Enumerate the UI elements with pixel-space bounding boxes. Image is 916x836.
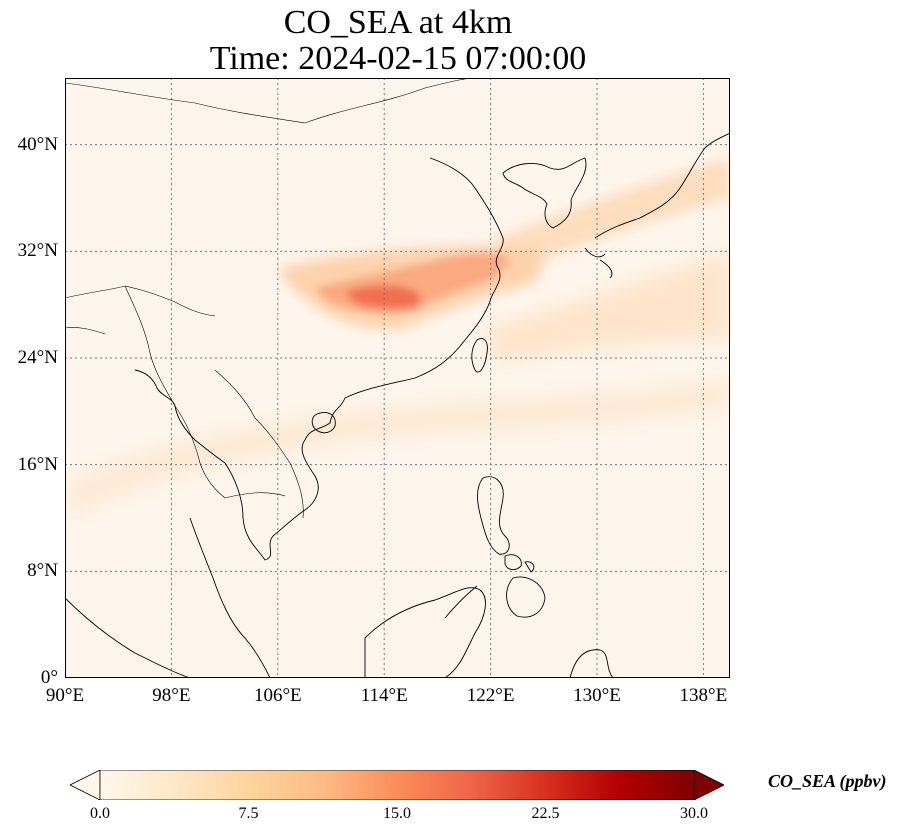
coastline-mindanao [506,576,546,618]
border-mongolia [65,78,476,124]
map-border [65,78,730,678]
border-nepal-bhutan [65,327,106,335]
longitude-tick-label: 122°E [466,685,515,706]
latitude-tick-label: 40°N [17,133,58,155]
latitude-tick-label: 32°N [17,240,58,262]
latitude-tick-label: 24°N [17,347,58,368]
coastline-luzon [477,476,510,555]
colorbar [70,770,724,800]
longitude-tick-label: 130°E [573,685,621,706]
coastline-sumatra [65,597,191,678]
gridlines [65,78,730,678]
coastline-hainan [311,412,336,434]
colorbar-tick-label: 0.0 [90,805,110,822]
map-panel [65,78,730,678]
border-myanmar [124,285,176,407]
figure-subtitle-time: Time: 2024-02-15 07:00:00 [209,40,587,77]
plume-band-pacific [485,253,730,363]
coastline-palawan [444,585,478,619]
map-background [65,78,730,678]
longitude-tick-label: 106°E [253,685,302,706]
latitude-tick-label: 16°N [17,453,58,475]
longitude-tick-label: 138°E [679,685,728,706]
colorbar-tick-label: 7.5 [238,805,259,822]
plume-core [345,285,421,309]
latitude-tick-label: 0° [40,667,58,688]
coastline-malay-peninsula [189,517,271,678]
longitude-tick-label: 98°E [152,685,191,706]
colorbar-tick-label: 22.5 [531,805,560,822]
coastline-sulawesi [569,649,614,678]
coastline-asia-mainland [134,157,504,561]
figure-title: CO_SEA at 4km [283,4,513,41]
border-cambodia [224,492,286,499]
coastline-taiwan [471,338,488,373]
coastline-korea [502,157,587,229]
coastline-visayas [504,554,535,573]
coastlines [65,132,730,678]
concentration-field [65,158,730,518]
colorbar-gradient [99,770,695,800]
longitude-tick-label: 90°E [45,685,85,706]
longitude-tick-label: 114°E [360,685,408,706]
colorbar-extend-min [70,770,101,800]
colorbar-extend-max [693,770,724,800]
border-thailand [174,405,226,499]
plume-band-japan [495,158,730,273]
coastline-japan [584,132,730,279]
plume-band-southwest [65,378,730,518]
country-borders [65,78,476,519]
coastline-borneo [364,587,486,678]
latitude-tick-label: 8°N [27,560,58,582]
border-india-china [65,285,216,317]
colorbar-label: CO_SEA (ppbv) [768,771,887,791]
colorbar-tick-label: 30.0 [680,805,708,822]
colorbar-tick-label: 15.0 [383,805,411,822]
border-laos-vietnam [214,369,304,519]
